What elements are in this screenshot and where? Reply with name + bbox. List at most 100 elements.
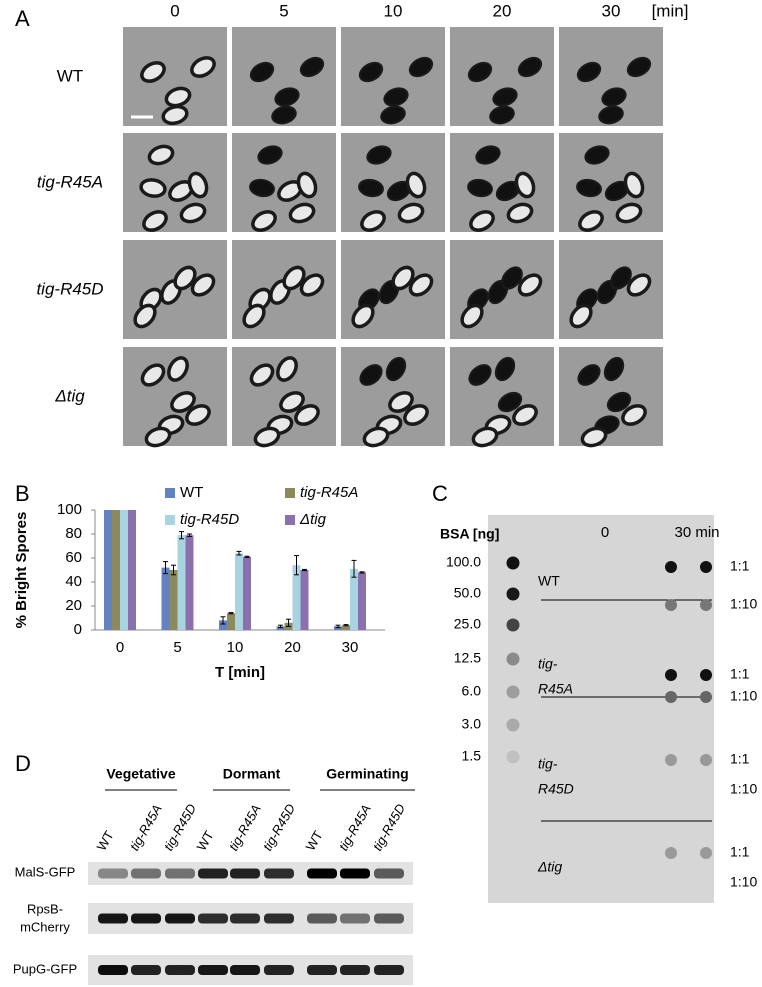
bar (185, 535, 194, 630)
spore (383, 87, 409, 107)
spore (497, 391, 523, 413)
group-label: Germinating (326, 766, 408, 782)
lane-label: tig-R45A (226, 802, 264, 853)
spore (610, 266, 632, 290)
band (165, 965, 195, 975)
spore (147, 144, 175, 166)
spore (626, 56, 652, 78)
dilution-label: 1:10 (730, 781, 757, 797)
bar (358, 572, 366, 630)
protein-label: mCherry (20, 919, 70, 934)
dilution-label: 1:10 (730, 596, 757, 612)
sample-dot (665, 754, 677, 766)
protein-label: MalS-GFP (15, 864, 76, 879)
band (230, 965, 260, 975)
band (98, 913, 128, 924)
time-label: 30 min (674, 524, 719, 541)
x-tick-label: 20 (284, 639, 301, 656)
bsa-dot (506, 685, 520, 699)
micrograph (559, 240, 663, 339)
band (340, 868, 370, 879)
lane-label: WT (303, 828, 326, 853)
micrograph-bg (559, 133, 663, 232)
strain-label: WT (538, 573, 560, 589)
micrograph (123, 240, 227, 339)
spore (569, 303, 593, 329)
band (165, 913, 195, 924)
band (98, 868, 128, 879)
spore (626, 273, 652, 297)
micrograph (450, 27, 554, 126)
band (131, 913, 161, 924)
spore (468, 364, 492, 386)
y-tick-label: 40 (65, 573, 82, 590)
spore (366, 145, 392, 165)
band (374, 965, 404, 975)
bsa-dot (506, 618, 520, 632)
protein-label: PupG-GFP (13, 961, 77, 976)
spore (133, 303, 157, 329)
spore (471, 426, 499, 448)
band (131, 868, 161, 879)
y-tick-label: 60 (65, 549, 82, 566)
spore (167, 356, 189, 382)
bar (219, 620, 227, 630)
strain-label: tig-R45D (36, 279, 103, 298)
bar (169, 570, 178, 630)
spore (489, 105, 515, 125)
time-label: 5 (279, 1, 288, 20)
spore (584, 145, 610, 165)
bsa-amount: 3.0 (462, 716, 482, 732)
bsa-dot (506, 587, 520, 601)
bar (342, 625, 350, 630)
spore (253, 426, 281, 448)
legend-label: tig-R45D (180, 511, 239, 528)
bsa-amount: 25.0 (454, 616, 481, 632)
bsa-amount: 6.0 (462, 683, 482, 699)
bar (104, 510, 112, 630)
spore (578, 210, 604, 232)
band (230, 913, 260, 924)
spore (512, 404, 538, 426)
time-label: 10 (384, 1, 403, 20)
lane-label: tig-R45A (127, 802, 165, 853)
x-tick-label: 30 (342, 639, 359, 656)
band (307, 913, 337, 924)
bsa-dot (506, 750, 520, 764)
spore (257, 145, 283, 165)
y-tick-label: 100 (57, 501, 82, 518)
micrograph (232, 347, 336, 448)
strain-label: tig- (538, 756, 558, 772)
spore (142, 210, 168, 232)
sample-dot (665, 669, 677, 681)
bar (120, 510, 128, 630)
spore (360, 210, 386, 232)
dilution-label: 1:1 (730, 666, 750, 682)
spore (397, 202, 425, 224)
group-label: Vegetative (106, 766, 175, 782)
x-axis-label: T [min] (215, 664, 265, 681)
spore (282, 265, 306, 291)
spore (173, 265, 197, 291)
spore (517, 273, 543, 297)
bsa-dot (506, 556, 520, 570)
spore (391, 265, 415, 291)
spore (469, 210, 495, 232)
unit-label: [min] (652, 1, 689, 20)
spore (385, 356, 407, 382)
micrograph (450, 347, 554, 448)
micrograph (341, 27, 445, 126)
spore (615, 202, 643, 224)
strain-label: Δtig (54, 386, 85, 405)
sample-dot (700, 691, 712, 703)
bar (292, 565, 301, 630)
bsa-label: BSA [ng] (440, 526, 499, 542)
lane-label: WT (94, 828, 117, 853)
spore (494, 356, 516, 382)
dot-blot (488, 515, 714, 903)
band (374, 868, 404, 879)
bsa-amount: 12.5 (454, 650, 481, 666)
bar (276, 626, 285, 630)
lane-label: tig-R45D (260, 801, 299, 853)
